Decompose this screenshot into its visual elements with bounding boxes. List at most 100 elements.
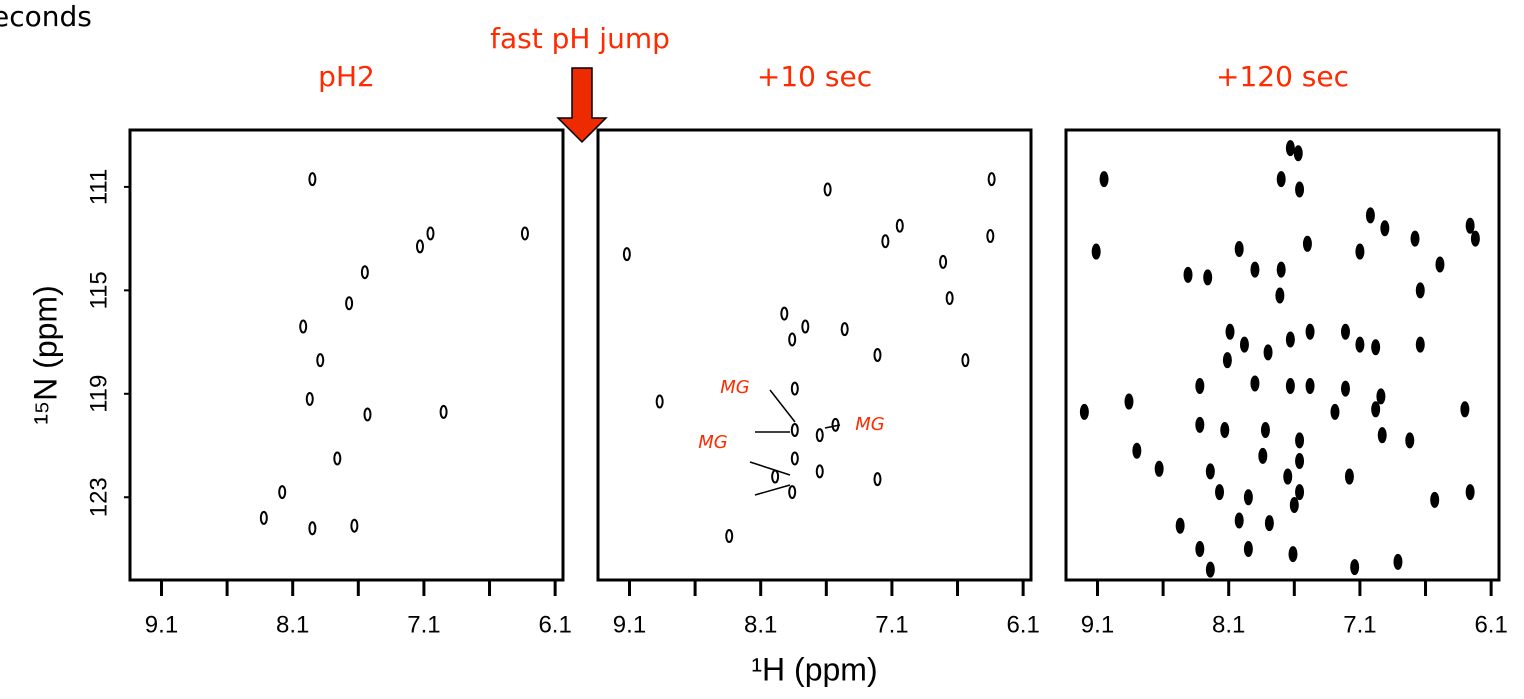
peak	[1435, 256, 1445, 273]
peak	[1154, 460, 1164, 477]
peak	[945, 291, 954, 306]
peak	[815, 428, 824, 443]
peak	[1225, 323, 1235, 340]
peak	[1205, 561, 1215, 578]
peak	[1205, 463, 1215, 480]
peak	[1276, 261, 1286, 278]
y-tick-label: 119	[85, 375, 112, 413]
peak	[1355, 243, 1365, 260]
peak	[1405, 432, 1415, 449]
peak	[1264, 515, 1274, 532]
peak	[840, 322, 849, 337]
peak	[520, 226, 529, 241]
x-axis-label: ¹H (ppm)	[751, 651, 877, 687]
peak	[308, 172, 317, 187]
mg-pointer	[824, 424, 841, 429]
peak	[790, 381, 799, 396]
x-tick-label: 7.1	[875, 611, 908, 638]
peak	[333, 451, 342, 466]
peak	[1350, 559, 1360, 576]
peak	[363, 407, 372, 422]
peak	[350, 518, 359, 533]
peak	[881, 234, 890, 249]
peak	[1091, 243, 1101, 260]
peak	[771, 469, 780, 484]
x-tick-label: 8.1	[276, 611, 309, 638]
peak	[1393, 553, 1403, 570]
peak	[1263, 344, 1273, 361]
peak	[1330, 403, 1340, 420]
peak	[801, 319, 810, 334]
peak	[439, 404, 448, 419]
peak	[622, 247, 631, 262]
peak	[1371, 339, 1381, 356]
peak	[1276, 171, 1286, 188]
peak	[1250, 375, 1260, 392]
peak	[1377, 427, 1387, 444]
peak	[1285, 378, 1295, 395]
peak	[725, 529, 734, 544]
peak	[1220, 422, 1230, 438]
jump-arrow	[556, 67, 608, 144]
x-tick-label: 6.1	[538, 611, 571, 638]
peak	[1293, 145, 1303, 162]
peak	[1305, 378, 1315, 395]
peak	[1124, 393, 1134, 410]
mg-label: MG	[698, 432, 728, 453]
peak	[1410, 230, 1420, 247]
peak	[1183, 266, 1193, 283]
mg-pointer	[769, 389, 796, 423]
peak	[1258, 447, 1268, 464]
peak	[1302, 235, 1312, 252]
plot-frame	[596, 128, 1033, 582]
peak	[1283, 468, 1293, 485]
peak	[1305, 323, 1315, 340]
peak	[790, 451, 799, 466]
peak	[1295, 432, 1305, 449]
plot-frame	[1064, 128, 1501, 582]
plot-frame	[128, 128, 565, 582]
peak	[1344, 468, 1354, 485]
peak	[426, 226, 435, 241]
peak	[895, 218, 904, 233]
peak	[1132, 442, 1142, 459]
mg-label: MG	[855, 414, 885, 435]
peak	[1295, 484, 1305, 501]
mg-label: MG	[720, 377, 750, 398]
peak	[360, 265, 369, 280]
peak	[1234, 512, 1244, 529]
x-tick-label: 8.1	[1212, 611, 1245, 638]
peak	[1430, 491, 1440, 508]
peak	[1250, 261, 1260, 278]
peak	[1260, 422, 1270, 438]
peak	[1195, 378, 1205, 395]
peak	[788, 332, 797, 347]
peak	[1243, 489, 1253, 506]
peak	[1175, 517, 1185, 534]
peak	[1340, 323, 1350, 340]
peak	[1289, 497, 1299, 513]
peak	[655, 394, 664, 409]
peak	[1371, 401, 1381, 418]
peak	[1285, 331, 1295, 348]
peak	[1415, 282, 1425, 299]
peak	[1285, 140, 1295, 157]
peak	[1415, 336, 1425, 353]
y-axis-label: ¹⁵N (ppm)	[27, 285, 63, 424]
panel-title: +10 sec	[757, 60, 872, 93]
peak	[1222, 352, 1232, 369]
mg-pointer	[754, 484, 791, 496]
peak	[987, 172, 996, 187]
y-tick-label: 115	[85, 271, 112, 309]
peak	[316, 353, 325, 368]
panel-title: +120 sec	[1216, 60, 1349, 93]
peak	[259, 510, 268, 525]
x-tick-label: 9.1	[1081, 611, 1114, 638]
annotation: fast pH jump	[490, 22, 670, 55]
x-tick-label: 7.1	[407, 611, 440, 638]
peak	[299, 319, 308, 334]
peak	[1470, 230, 1480, 247]
peak	[986, 229, 995, 244]
